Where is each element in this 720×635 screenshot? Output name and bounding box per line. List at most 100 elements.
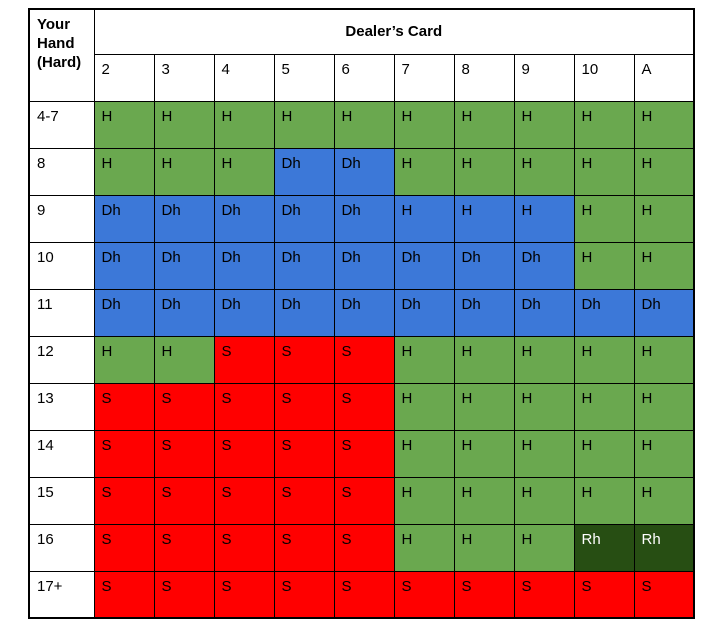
action-cell: H — [573, 335, 635, 384]
action-cell: Dh — [213, 194, 275, 243]
action-cell: H — [513, 147, 575, 196]
action-cell: Dh — [273, 147, 335, 196]
action-cell: S — [153, 476, 215, 525]
action-cell: Dh — [333, 241, 395, 290]
action-cell: H — [453, 147, 515, 196]
action-cell: Dh — [153, 241, 215, 290]
action-cell: Dh — [153, 288, 215, 337]
action-cell: S — [213, 523, 275, 572]
action-cell: H — [453, 429, 515, 478]
action-cell: H — [513, 194, 575, 243]
action-cell: H — [453, 476, 515, 525]
action-cell: H — [633, 100, 695, 149]
action-cell: H — [633, 194, 695, 243]
action-cell: H — [153, 335, 215, 384]
action-cell: H — [513, 335, 575, 384]
dealer-card-header: 4 — [213, 53, 275, 102]
action-cell: S — [273, 523, 335, 572]
action-cell: H — [573, 429, 635, 478]
action-cell: Rh — [573, 523, 635, 572]
action-cell: S — [573, 570, 635, 619]
dealer-group-header: Dealer’s Card — [93, 8, 695, 55]
hand-label: 16 — [28, 523, 95, 572]
action-cell: H — [513, 429, 575, 478]
action-cell: S — [333, 570, 395, 619]
table-row: 16 S S S S S H H H Rh Rh — [28, 523, 695, 572]
action-cell: Dh — [213, 241, 275, 290]
action-cell: S — [273, 429, 335, 478]
action-cell: S — [393, 570, 455, 619]
action-cell: S — [273, 476, 335, 525]
action-cell: H — [153, 100, 215, 149]
table-row: 9 Dh Dh Dh Dh Dh H H H H H — [28, 194, 695, 243]
action-cell: H — [393, 382, 455, 431]
action-cell: H — [453, 335, 515, 384]
action-cell: H — [513, 476, 575, 525]
action-cell: H — [633, 147, 695, 196]
action-cell: H — [573, 382, 635, 431]
hand-label: 17+ — [28, 570, 95, 619]
dealer-card-header: 6 — [333, 53, 395, 102]
hand-label: 15 — [28, 476, 95, 525]
action-cell: Dh — [393, 241, 455, 290]
table-row: 8 H H H Dh Dh H H H H H — [28, 147, 695, 196]
action-cell: H — [573, 100, 635, 149]
action-cell: S — [153, 570, 215, 619]
hand-label: 13 — [28, 382, 95, 431]
action-cell: S — [333, 523, 395, 572]
action-cell: H — [513, 382, 575, 431]
hand-label: 8 — [28, 147, 95, 196]
action-cell: Dh — [273, 194, 335, 243]
action-cell: H — [393, 335, 455, 384]
action-cell: Dh — [93, 288, 155, 337]
dealer-card-header: A — [633, 53, 695, 102]
table-row: 17+ S S S S S S S S S S — [28, 570, 695, 619]
action-cell: H — [273, 100, 335, 149]
dealer-card-header: 8 — [453, 53, 515, 102]
action-cell: H — [393, 523, 455, 572]
hand-label: 4-7 — [28, 100, 95, 149]
action-cell: H — [513, 100, 575, 149]
hand-label: 12 — [28, 335, 95, 384]
action-cell: S — [213, 570, 275, 619]
action-cell: H — [513, 523, 575, 572]
table-row: 4-7 H H H H H H H H H H — [28, 100, 695, 149]
action-cell: Dh — [273, 288, 335, 337]
action-cell: S — [333, 476, 395, 525]
action-cell: Dh — [513, 288, 575, 337]
action-cell: Dh — [513, 241, 575, 290]
action-cell: H — [93, 100, 155, 149]
action-cell: H — [573, 194, 635, 243]
action-cell: H — [633, 476, 695, 525]
dealer-card-header: 3 — [153, 53, 215, 102]
action-cell: Dh — [393, 288, 455, 337]
action-cell: H — [153, 147, 215, 196]
hand-label: 9 — [28, 194, 95, 243]
action-cell: H — [573, 147, 635, 196]
action-cell: S — [213, 429, 275, 478]
table-row: 14 S S S S S H H H H H — [28, 429, 695, 478]
action-cell: Dh — [93, 194, 155, 243]
action-cell: H — [333, 100, 395, 149]
table-row: 12 H H S S S H H H H H — [28, 335, 695, 384]
action-cell: S — [513, 570, 575, 619]
action-cell: H — [393, 147, 455, 196]
dealer-card-header: 9 — [513, 53, 575, 102]
hand-label: 11 — [28, 288, 95, 337]
action-cell: S — [93, 476, 155, 525]
action-cell: S — [93, 570, 155, 619]
dealer-card-header: 2 — [93, 53, 155, 102]
dealer-cards-row: 2 3 4 5 6 7 8 9 10 A — [29, 53, 695, 102]
action-cell: H — [633, 241, 695, 290]
action-cell: H — [93, 335, 155, 384]
action-cell: H — [633, 429, 695, 478]
action-cell: H — [453, 194, 515, 243]
table-row: 10 Dh Dh Dh Dh Dh Dh Dh Dh H H — [28, 241, 695, 290]
action-cell: Dh — [93, 241, 155, 290]
action-cell: S — [273, 382, 335, 431]
table-row: 15 S S S S S H H H H H — [28, 476, 695, 525]
action-cell: S — [213, 335, 275, 384]
